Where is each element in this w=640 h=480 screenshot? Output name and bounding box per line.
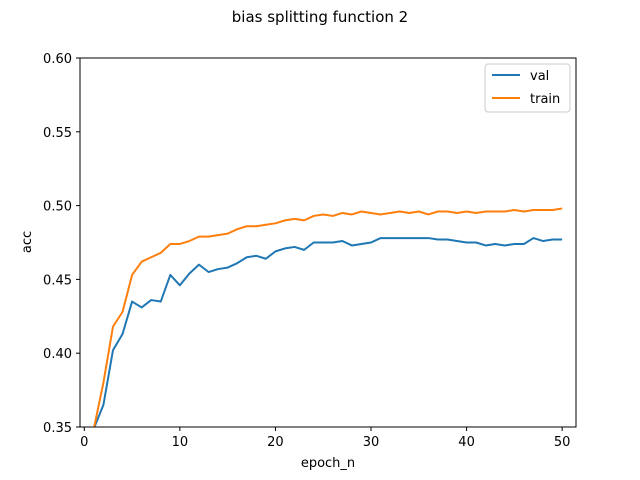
legend-label-train: train <box>530 92 560 107</box>
y-tick-label: 0.60 <box>43 52 72 67</box>
legend: val train <box>484 63 571 113</box>
y-tick-label: 0.50 <box>43 200 72 215</box>
x-tick-label: 10 <box>172 435 189 450</box>
y-tick-label: 0.40 <box>43 347 72 362</box>
series-layer <box>93 207 563 427</box>
x-tick-label: 30 <box>363 435 380 450</box>
x-tick-label: 40 <box>458 435 475 450</box>
y-tick-label: 0.55 <box>43 126 72 141</box>
x-axis-label: epoch_n <box>301 456 355 471</box>
x-tick-label: 20 <box>267 435 284 450</box>
y-tick-label: 0.35 <box>43 421 72 436</box>
plot-frame <box>79 57 577 428</box>
y-axis: 0.35 0.40 0.45 0.50 0.55 0.60 <box>43 52 80 436</box>
y-axis-label: acc <box>20 231 35 253</box>
series-line-val <box>93 237 563 427</box>
legend-label-val: val <box>530 69 549 84</box>
chart-title: bias splitting function 2 <box>232 8 408 26</box>
x-tick-label: 0 <box>80 435 88 450</box>
series-line-train <box>93 207 563 427</box>
y-tick-label: 0.45 <box>43 273 72 288</box>
x-axis: 0 10 20 30 40 50 <box>80 427 570 450</box>
x-tick-label: 50 <box>554 435 571 450</box>
